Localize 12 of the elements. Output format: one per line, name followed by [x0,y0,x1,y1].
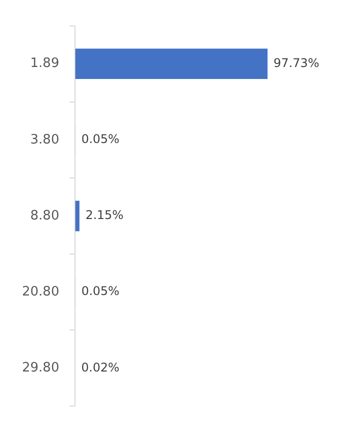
y-tick-label: 3.80 [30,132,60,148]
data-label: 0.02% [81,360,120,374]
y-tick-label: 20.80 [22,284,60,300]
y-tick-label: 8.80 [30,208,60,224]
bar [75,200,80,232]
y-tick-label: 29.80 [22,360,60,376]
bar [75,48,268,80]
data-label: 2.15% [85,208,124,222]
y-tick-label: 1.89 [30,56,60,72]
data-label: 97.73% [274,56,320,70]
data-label: 0.05% [81,284,120,298]
data-label: 0.05% [81,132,120,146]
